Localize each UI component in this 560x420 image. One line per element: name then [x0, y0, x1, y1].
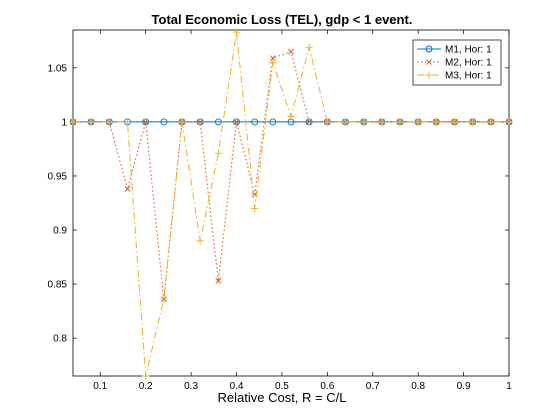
x-tick-label: 0.3: [184, 381, 198, 392]
plot-area: 0.1 0.2 0.3 0.4 0.5 0.6 0.7 0.8 0.9 1 0.8 0.85 0.9 0.…: [48, 28, 513, 392]
x-tick-label: 0.8: [411, 381, 425, 392]
y-tick-label: 0.9: [53, 226, 67, 237]
y-tick-label: 0.85: [48, 280, 68, 291]
data-point: [232, 28, 241, 36]
legend: M1, Hor: 1 M2, Hor: 1 M3, Hor: 1: [412, 39, 502, 86]
legend-marker: [425, 45, 433, 53]
data-point: [450, 118, 459, 126]
y-tick-label: 1.05: [48, 63, 68, 74]
y-tick-label: 0.95: [48, 171, 68, 182]
legend-marker: [426, 59, 432, 65]
data-point: [214, 118, 222, 126]
legend-item: M2, Hor: 1: [417, 58, 492, 69]
data-point: [123, 118, 132, 126]
x-tick-label: 0.1: [93, 381, 107, 392]
data-point: [251, 204, 259, 213]
data-point: [160, 295, 168, 303]
data-point: [142, 118, 150, 126]
legend-label: M3, Hor: 1: [445, 71, 492, 82]
data-point: [142, 372, 150, 380]
data-point: [432, 118, 440, 126]
data-point: [251, 118, 259, 126]
data-point: [197, 118, 204, 125]
data-point: [269, 58, 277, 67]
x-tick-label: 0.2: [139, 381, 153, 392]
x-tick-label: 0.4: [230, 381, 244, 392]
data-point: [233, 118, 240, 126]
legend-label: M1, Hor: 1: [445, 45, 492, 56]
legend-label: M2, Hor: 1: [445, 58, 492, 69]
legend-box: [412, 39, 502, 86]
data-point: [214, 149, 222, 157]
data-point: [87, 118, 95, 126]
data-point: [69, 118, 77, 126]
data-point: [233, 118, 240, 125]
data-point: [124, 186, 131, 192]
data-point: [288, 48, 294, 55]
legend-marker: [425, 71, 433, 79]
x-tick-label: 0.9: [457, 381, 471, 392]
data-point: [215, 277, 222, 284]
data-point: [487, 118, 495, 126]
data-point: [160, 118, 168, 126]
x-tick-label: 0.7: [366, 381, 380, 392]
y-tick-label: 1: [61, 117, 67, 128]
data-point: [323, 118, 331, 126]
legend-item: M3, Hor: 1: [417, 71, 492, 82]
data-point: [105, 118, 113, 126]
data-point: [378, 118, 386, 126]
y-tick-label: 0.8: [53, 334, 67, 345]
data-point: [287, 112, 295, 121]
data-point: [306, 118, 313, 125]
series-3: [69, 28, 513, 380]
data-point: [305, 43, 313, 51]
chart-title: Total Economic Loss (TEL), gdp < 1 event…: [152, 12, 413, 27]
axes-box: [72, 29, 510, 377]
data-point: [269, 55, 276, 62]
data-point: [505, 118, 513, 126]
data-point: [396, 118, 404, 126]
data-point: [414, 118, 422, 126]
x-tick-label: 0.5: [275, 381, 289, 392]
x-axis-label: Relative Cost, R = C/L: [218, 390, 347, 405]
data-point: [269, 118, 277, 126]
data-point: [469, 118, 477, 126]
data-point: [196, 237, 204, 245]
data-point: [360, 118, 368, 126]
data-point: [178, 118, 186, 126]
legend-item: M1, Hor: 1: [417, 45, 492, 56]
data-point: [142, 118, 149, 125]
x-tick-label: 0.6: [320, 381, 334, 392]
data-point: [341, 118, 350, 126]
x-tick-label: 1: [506, 381, 512, 392]
